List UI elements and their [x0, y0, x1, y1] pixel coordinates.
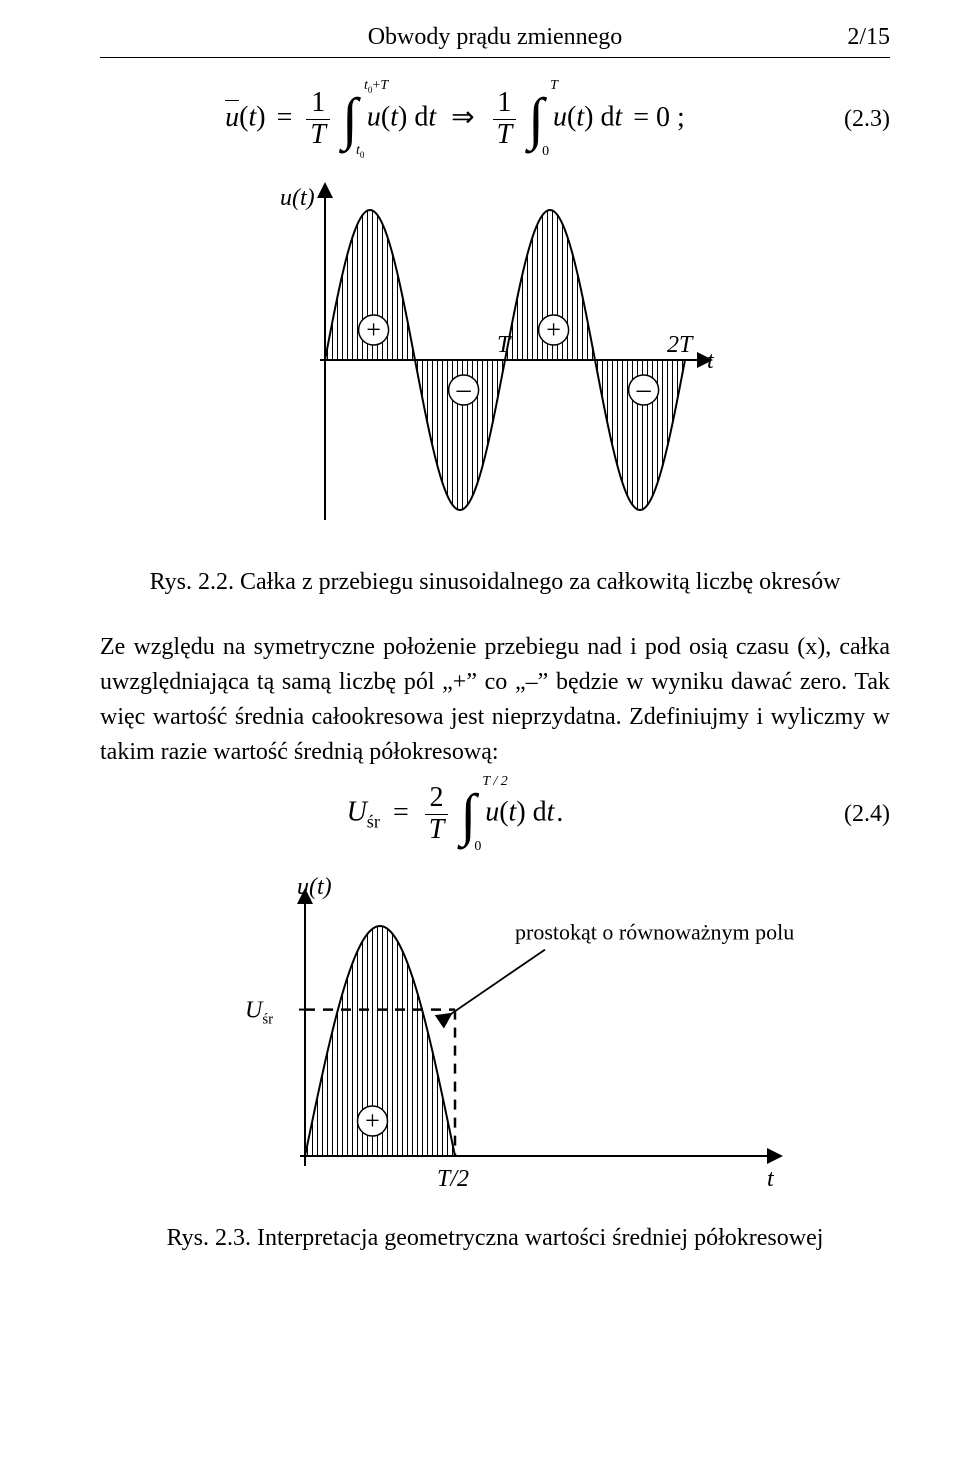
equation-2-4: Uśr = 2 T T / 2 ∫ 0 u(t) dt. (2.4) — [100, 783, 890, 846]
eq1-frac1: 1 T — [306, 88, 330, 151]
svg-text:u(t): u(t) — [280, 185, 315, 211]
svg-text:prostokąt o równoważnym polu: prostokąt o równoważnym polu — [515, 920, 794, 945]
equation-2-3-number: (2.3) — [810, 102, 890, 137]
svg-text:t: t — [707, 348, 715, 374]
figure-2-3-svg: + u(t) Uśr prostokąt o równoważnym polu T/2 t — [195, 866, 795, 1206]
figure-2-2-caption: Rys. 2.2. Całka z przebiegu sinusoidalne… — [100, 565, 890, 600]
eq1-ubar: u — [225, 102, 239, 133]
body-paragraph: Ze względu na symetryczne położenie prze… — [100, 630, 890, 769]
eq2-int: T / 2 ∫ 0 — [458, 786, 478, 844]
svg-text:Uśr: Uśr — [245, 998, 273, 1028]
page-number: 2/15 — [810, 20, 890, 55]
svg-text:+: + — [366, 315, 381, 344]
svg-text:T/2: T/2 — [437, 1166, 469, 1192]
eq1-int2: T ∫ 0 — [526, 90, 546, 148]
svg-text:+: + — [546, 315, 561, 344]
equation-2-4-body: Uśr = 2 T T / 2 ∫ 0 u(t) dt. — [100, 783, 810, 846]
figure-2-3-caption: Rys. 2.3. Interpretacja geometryczna war… — [100, 1221, 890, 1256]
svg-text:T: T — [497, 332, 512, 358]
svg-text:t: t — [767, 1166, 775, 1192]
equation-2-3-body: u(t) = 1 T t0+T ∫ t0 u(t) dt ⇒ 1 T T ∫ 0 — [100, 88, 810, 151]
svg-text:–: – — [456, 374, 472, 405]
equation-2-3: u(t) = 1 T t0+T ∫ t0 u(t) dt ⇒ 1 T T ∫ 0 — [100, 88, 890, 151]
figure-2-3: + u(t) Uśr prostokąt o równoważnym polu T/2 t — [100, 866, 890, 1206]
svg-text:+: + — [365, 1106, 380, 1135]
eq1-int1: t0+T ∫ t0 — [340, 90, 360, 148]
svg-text:u(t): u(t) — [297, 874, 332, 900]
running-head-title: Obwody prądu zmiennego — [180, 20, 810, 55]
figure-2-2-svg: u(t)++––T2Tt — [265, 170, 725, 550]
svg-text:2T: 2T — [667, 332, 694, 358]
svg-text:–: – — [636, 374, 652, 405]
running-head: Obwody prądu zmiennego 2/15 — [100, 20, 890, 58]
eq2-frac: 2 T — [425, 783, 449, 846]
eq1-frac2: 1 T — [493, 88, 517, 151]
figure-2-2: u(t)++––T2Tt — [100, 170, 890, 550]
page: Obwody prądu zmiennego 2/15 u(t) = 1 T t… — [0, 0, 960, 1326]
equation-2-4-number: (2.4) — [810, 797, 890, 832]
